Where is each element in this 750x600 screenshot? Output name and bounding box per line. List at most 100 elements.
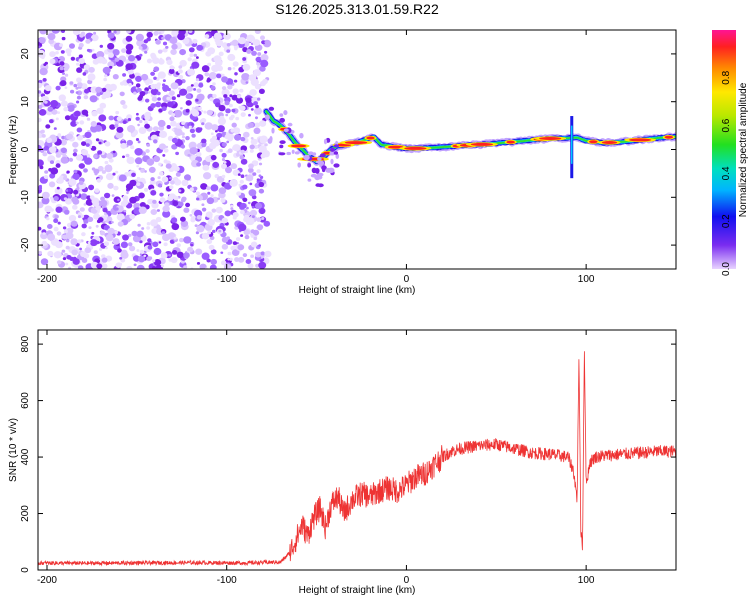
noise-blob bbox=[227, 251, 232, 256]
noise-blob bbox=[144, 123, 151, 129]
noise-blob bbox=[105, 246, 108, 250]
noise-blob bbox=[150, 177, 155, 182]
noise-blob bbox=[172, 66, 176, 70]
transition-blob bbox=[279, 117, 286, 123]
noise-blob bbox=[146, 256, 152, 262]
noise-blob bbox=[56, 260, 62, 265]
noise-blob bbox=[185, 94, 192, 99]
noise-blob bbox=[252, 172, 257, 176]
noise-blob bbox=[86, 48, 91, 52]
noise-blob bbox=[196, 56, 199, 59]
noise-blob bbox=[248, 163, 254, 169]
noise-blob bbox=[190, 243, 194, 247]
noise-blob bbox=[138, 94, 144, 99]
noise-blob bbox=[105, 173, 114, 181]
noise-blob bbox=[65, 262, 69, 266]
noise-blob bbox=[63, 197, 68, 201]
noise-blob bbox=[137, 255, 146, 263]
noise-blob bbox=[264, 250, 272, 258]
noise-blob bbox=[245, 97, 252, 103]
noise-blob bbox=[225, 166, 232, 174]
noise-blob bbox=[260, 35, 265, 40]
noise-blob bbox=[233, 79, 238, 83]
noise-blob bbox=[193, 88, 197, 91]
noise-blob bbox=[181, 179, 189, 186]
noise-blob bbox=[242, 184, 248, 190]
noise-blob bbox=[170, 82, 179, 90]
noise-blob bbox=[104, 164, 113, 173]
noise-blob bbox=[48, 168, 53, 172]
noise-blob bbox=[201, 138, 207, 144]
noise-blob bbox=[104, 192, 111, 199]
noise-blob bbox=[90, 239, 98, 247]
noise-blob bbox=[258, 261, 267, 269]
noise-blob bbox=[81, 141, 87, 147]
noise-blob bbox=[221, 174, 226, 179]
noise-blob bbox=[83, 95, 89, 100]
noise-blob bbox=[126, 139, 133, 146]
noise-blob bbox=[74, 110, 81, 117]
y-tick-label: -20 bbox=[20, 237, 31, 252]
noise-blob bbox=[189, 147, 198, 155]
noise-blob bbox=[210, 132, 214, 135]
transition-blob bbox=[294, 151, 300, 155]
noise-blob bbox=[156, 91, 161, 96]
noise-blob bbox=[196, 197, 200, 201]
noise-blob bbox=[258, 174, 262, 177]
noise-blob bbox=[129, 213, 136, 220]
noise-blob bbox=[129, 245, 136, 252]
noise-blob bbox=[40, 232, 48, 240]
noise-blob bbox=[212, 229, 216, 233]
noise-blob bbox=[174, 109, 183, 118]
noise-blob bbox=[107, 182, 114, 189]
noise-blob bbox=[91, 231, 95, 235]
noise-blob bbox=[180, 216, 186, 222]
noise-blob bbox=[72, 173, 80, 181]
noise-blob bbox=[205, 211, 213, 218]
noise-blob bbox=[64, 115, 71, 121]
noise-blob bbox=[68, 178, 77, 186]
ridge-hotspot-core bbox=[470, 142, 494, 146]
noise-blob bbox=[255, 116, 258, 120]
noise-blob bbox=[210, 184, 219, 192]
transition-blob bbox=[317, 157, 322, 161]
noise-blob bbox=[209, 137, 216, 144]
noise-blob bbox=[229, 94, 233, 98]
noise-blob bbox=[201, 203, 205, 206]
noise-blob bbox=[246, 49, 252, 54]
noise-blob bbox=[169, 116, 175, 122]
noise-blob bbox=[166, 96, 171, 101]
noise-blob bbox=[208, 220, 215, 226]
noise-blob bbox=[209, 235, 215, 241]
noise-blob bbox=[249, 209, 258, 217]
noise-blob bbox=[162, 79, 166, 82]
noise-blob bbox=[56, 111, 61, 114]
noise-blob bbox=[38, 159, 44, 167]
noise-blob bbox=[146, 222, 151, 226]
noise-blob bbox=[158, 241, 162, 244]
noise-blob bbox=[38, 90, 42, 94]
noise-blob bbox=[136, 264, 145, 269]
noise-blob bbox=[172, 200, 179, 207]
transition-blob bbox=[329, 151, 336, 156]
noise-blob bbox=[90, 34, 99, 42]
noise-blob bbox=[150, 209, 158, 215]
noise-blob bbox=[196, 88, 202, 93]
noise-blob bbox=[257, 52, 262, 56]
noise-blob bbox=[153, 31, 159, 36]
transition-blob bbox=[303, 154, 310, 161]
transition-blob bbox=[279, 113, 284, 117]
noise-blob bbox=[150, 219, 158, 227]
noise-blob bbox=[55, 163, 61, 168]
noise-blob bbox=[79, 207, 85, 212]
noise-blob bbox=[232, 144, 241, 152]
noise-blob bbox=[156, 209, 160, 212]
noise-blob bbox=[160, 252, 168, 259]
noise-blob bbox=[122, 234, 129, 241]
noise-blob bbox=[159, 197, 166, 203]
noise-blob bbox=[153, 259, 162, 266]
noise-blob bbox=[137, 123, 140, 127]
noise-blob bbox=[245, 81, 249, 84]
noise-blob bbox=[210, 194, 214, 198]
